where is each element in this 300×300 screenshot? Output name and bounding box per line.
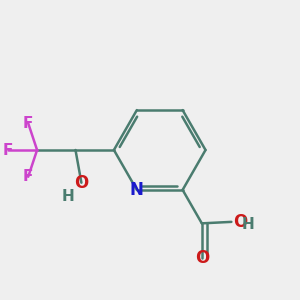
Text: H: H: [62, 189, 74, 204]
Text: F: F: [2, 142, 13, 158]
Text: O: O: [233, 213, 247, 231]
Text: N: N: [130, 181, 144, 199]
Text: F: F: [23, 169, 33, 184]
Text: H: H: [241, 217, 254, 232]
Text: F: F: [23, 116, 33, 131]
Text: O: O: [195, 248, 209, 266]
Text: O: O: [74, 174, 88, 192]
